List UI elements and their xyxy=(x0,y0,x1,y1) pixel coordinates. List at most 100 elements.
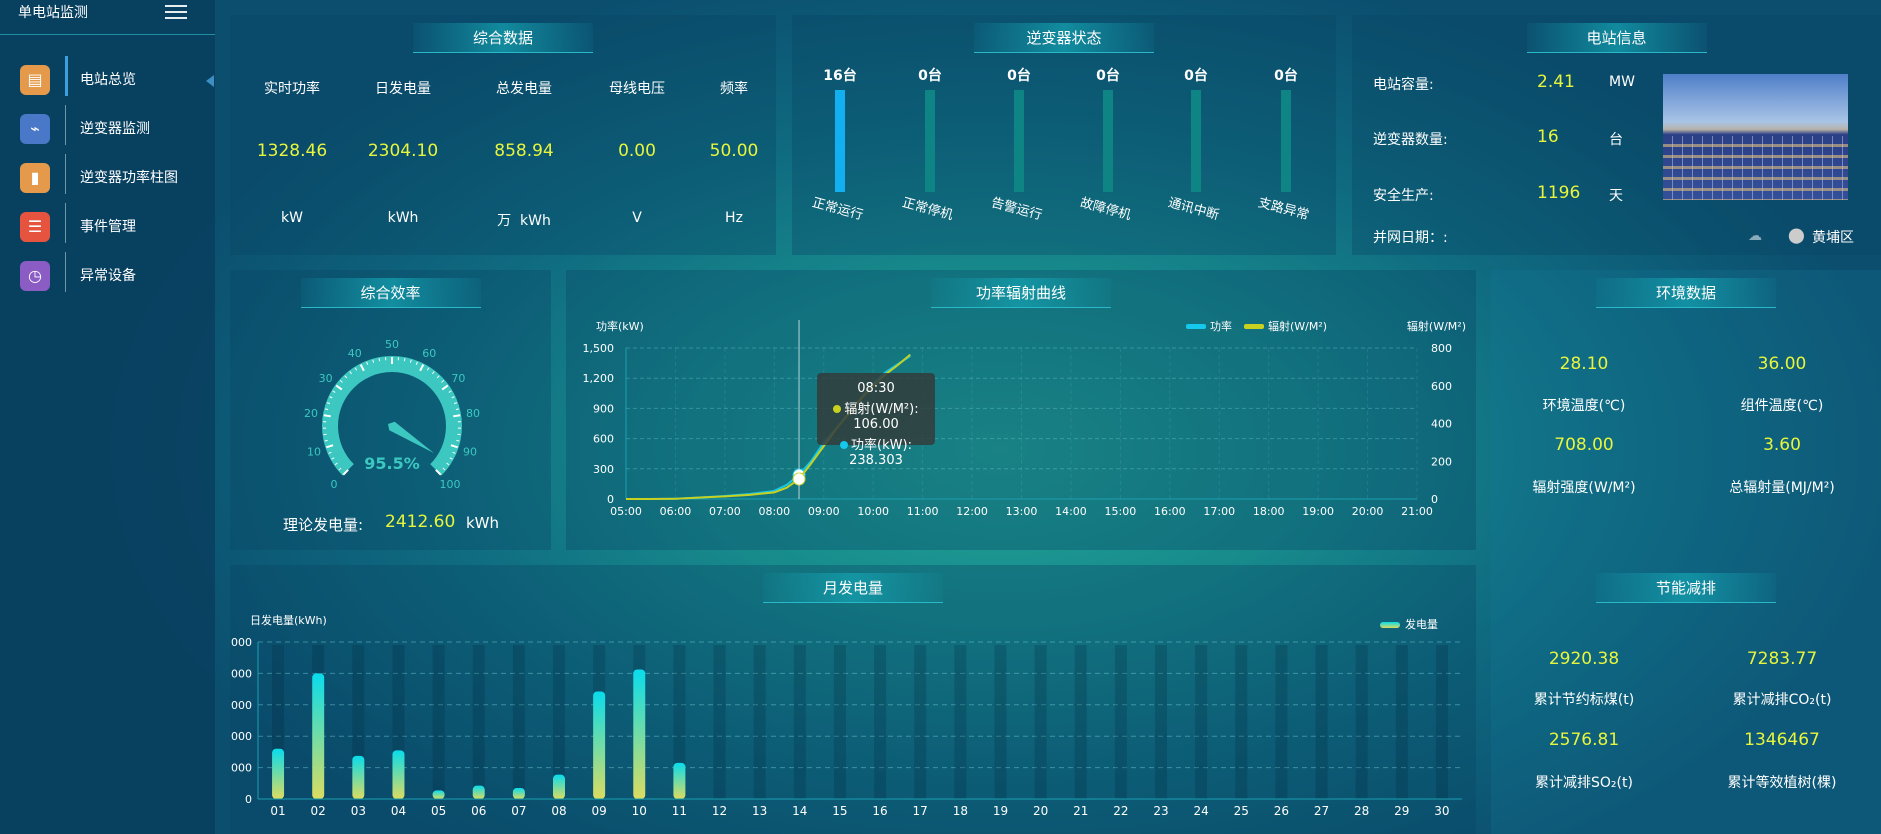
tooltip-line: 功率(kW): 238.303 xyxy=(849,438,912,468)
station-unit: 台 xyxy=(1609,132,1623,148)
env-value: 708.00 xyxy=(1554,435,1614,455)
gauge-needle xyxy=(388,421,435,454)
x-tick-label: 01 xyxy=(270,804,285,818)
solar-farm-photo xyxy=(1663,74,1848,200)
x-tick-label: 29 xyxy=(1394,804,1409,818)
x-tick-label: 09:00 xyxy=(808,505,840,518)
gauge-tick xyxy=(446,462,450,466)
theory-unit: kWh xyxy=(466,514,500,532)
bar-background xyxy=(1315,645,1328,799)
y-tick-label: 1,500 xyxy=(583,342,615,355)
x-tick-label: 17 xyxy=(913,804,928,818)
env-label: 组件温度(℃) xyxy=(1740,398,1824,414)
menu-divider xyxy=(65,252,66,292)
bar-background xyxy=(753,645,766,799)
station-info-panel: 电站信息 xyxy=(1352,15,1881,255)
x-tick-label: 09 xyxy=(591,804,606,818)
gauge-tick xyxy=(453,402,458,405)
summary-label: 实时功率 xyxy=(264,81,320,97)
menu-toggle-icon[interactable] xyxy=(165,2,187,20)
summary-value: 858.94 xyxy=(494,141,554,161)
bar xyxy=(472,785,485,799)
summary-unit: Hz xyxy=(725,210,743,226)
weather-cloud-icon: ☁ xyxy=(1748,228,1762,244)
gauge-tick xyxy=(452,451,456,454)
x-tick-label: 15 xyxy=(832,804,847,818)
menu-divider xyxy=(65,56,68,96)
gauge-tick xyxy=(372,359,375,363)
grid-date-label: 并网日期：: xyxy=(1373,230,1448,246)
legend-swatch xyxy=(1244,324,1264,329)
sidebar-item[interactable]: ◷ 异常设备 xyxy=(0,252,215,300)
app-title: 单电站监测 xyxy=(18,5,88,21)
inverter-count: 0台 xyxy=(1274,68,1298,84)
x-tick-label: 12:00 xyxy=(956,505,988,518)
x-tick-label: 13 xyxy=(752,804,767,818)
divider xyxy=(0,34,215,35)
env-value: 36.00 xyxy=(1757,354,1807,374)
gauge-tick xyxy=(415,361,418,365)
x-tick-label: 04 xyxy=(391,804,406,818)
y-axis-title: 功率(kW) xyxy=(596,319,644,333)
y-axis-title: 日发电量(kWh) xyxy=(250,613,327,627)
inverter-count: 0台 xyxy=(1007,68,1031,84)
x-tick-label: 20:00 xyxy=(1352,505,1384,518)
gauge-tick xyxy=(419,364,425,372)
station-label: 电站容量: xyxy=(1373,77,1434,93)
document-icon: ▤ xyxy=(20,65,50,95)
sidebar-item[interactable]: ⌁ 逆变器监测 xyxy=(0,105,215,153)
legend-label: 辐射(W/M²) xyxy=(1268,319,1327,333)
gauge-tick xyxy=(451,396,455,399)
bar-background xyxy=(432,645,445,799)
sidebar-item-label: 逆变器监测 xyxy=(80,121,150,137)
gauge-tick xyxy=(449,457,453,460)
inverter-status-panel: 逆变器状态 xyxy=(792,15,1336,255)
sidebar-item[interactable]: ☰ 事件管理 xyxy=(0,203,215,251)
x-tick-label: 24 xyxy=(1193,804,1208,818)
x-tick-label: 14 xyxy=(792,804,807,818)
x-tick-label: 22 xyxy=(1113,804,1128,818)
location-pin-icon: ⬤ xyxy=(1788,226,1805,244)
gauge-tick xyxy=(338,467,342,471)
bar-background xyxy=(1355,645,1368,799)
collapse-caret-icon[interactable] xyxy=(206,75,214,87)
x-tick-label: 21 xyxy=(1073,804,1088,818)
summary-value: 1328.46 xyxy=(256,141,328,161)
gauge-tick xyxy=(441,384,449,391)
panel-title: 月发电量 xyxy=(763,573,943,603)
inverter-status-bar xyxy=(835,90,845,192)
x-tick-label: 13:00 xyxy=(1006,505,1038,518)
gauge-tick xyxy=(409,359,412,363)
bar-background xyxy=(1195,645,1208,799)
gauge-tick xyxy=(325,408,329,411)
gauge-tick-label: 50 xyxy=(385,338,399,351)
bar-background xyxy=(833,645,846,799)
y2-tick-label: 0 xyxy=(1431,493,1438,506)
efficiency-gauge: 0 10 20 30 40 50 60 70 80 90 100 xyxy=(304,338,480,491)
bar xyxy=(432,790,445,799)
bar-background xyxy=(1235,645,1248,799)
sidebar-item[interactable]: ▮ 逆变器功率柱图 xyxy=(0,154,215,202)
gauge-tick-label: 80 xyxy=(466,407,480,420)
legend-label: 功率 xyxy=(1210,319,1232,333)
sidebar-item-label: 电站总览 xyxy=(80,72,136,88)
inverter-count: 0台 xyxy=(918,68,942,84)
x-tick-label: 02 xyxy=(311,804,326,818)
y2-axis-title: 辐射(W/M²) xyxy=(1407,319,1466,333)
summary-unit: kW xyxy=(281,210,303,226)
gauge-tick xyxy=(435,469,442,476)
gauge-tick xyxy=(326,402,331,405)
x-tick-label: 18:00 xyxy=(1253,505,1285,518)
sidebar-item[interactable]: ▤ 电站总览 xyxy=(0,56,215,104)
x-tick-label: 11:00 xyxy=(907,505,939,518)
notepad-icon: ☰ xyxy=(20,212,50,242)
legend-label: 发电量 xyxy=(1405,617,1438,631)
gauge-tick xyxy=(441,379,445,383)
summary-label: 母线电压 xyxy=(609,81,665,97)
y-tick-label: 1,200 xyxy=(583,372,615,385)
bar-background xyxy=(954,645,967,799)
gauge-value: 95.5% xyxy=(364,454,420,473)
x-tick-label: 11 xyxy=(672,804,687,818)
gauge-tick-label: 100 xyxy=(439,478,460,491)
theory-value: 2412.60 xyxy=(385,512,456,532)
